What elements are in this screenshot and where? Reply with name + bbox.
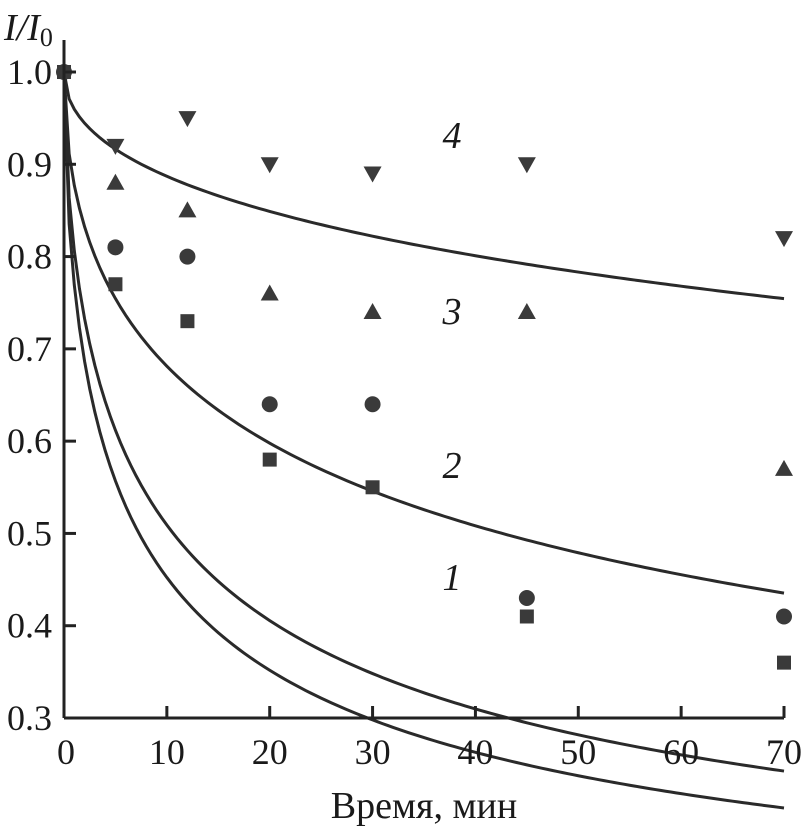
marker-triangle-up	[106, 173, 125, 190]
marker-triangle-up	[178, 201, 197, 218]
x-tick-label: 20	[252, 732, 288, 772]
x-tick-label: 50	[560, 732, 596, 772]
y-axis-label: I/I0	[3, 7, 53, 52]
y-tick-label: 0.9	[7, 144, 52, 184]
fit-curve-1	[62, 71, 785, 810]
x-axis-label: Время, мин	[331, 785, 517, 827]
marker-square	[777, 655, 791, 670]
marker-square	[262, 452, 277, 467]
marker-square	[365, 480, 380, 495]
y-tick-label: 1.0	[7, 52, 52, 92]
marker-square	[108, 277, 123, 292]
y-tick-label: 0.3	[7, 698, 52, 738]
marker-circle	[776, 608, 792, 625]
y-tick-label: 0.4	[7, 606, 52, 646]
y-tick-label: 0.8	[7, 237, 52, 277]
y-axis-label-main: I/I	[3, 7, 42, 49]
x-tick-label: 40	[457, 732, 493, 772]
fit-curves	[62, 71, 785, 810]
x-tick-label: 60	[663, 732, 699, 772]
curve-label-2: 2	[443, 445, 462, 487]
x-tick-label: 0	[57, 732, 75, 772]
y-tick-label: 0.5	[7, 513, 52, 553]
marker-triangle-down	[178, 111, 197, 128]
marker-circle	[107, 239, 124, 256]
x-tick-label: 30	[355, 732, 391, 772]
axis-ticks: 0 10 20 30 40 50 60 70 0.3 0.4 0.5 0.6 0.7 0.8 0.9 1.0	[7, 52, 802, 772]
curve-label-1: 1	[443, 557, 462, 599]
data-markers	[56, 64, 793, 670]
curve-label-3: 3	[442, 291, 462, 333]
marker-triangle-up	[363, 302, 382, 319]
marker-circle	[261, 396, 278, 413]
marker-triangle-up	[517, 302, 536, 319]
marker-circle	[364, 396, 381, 413]
marker-triangle-down	[260, 157, 279, 174]
fit-curve-3	[62, 71, 785, 595]
marker-triangle-down	[363, 166, 382, 183]
y-tick-label: 0.6	[7, 421, 52, 461]
marker-triangle-down	[775, 231, 793, 248]
marker-circle	[518, 590, 535, 607]
marker-circle	[179, 248, 196, 265]
x-tick-label: 10	[149, 732, 185, 772]
y-tick-label: 0.7	[7, 329, 52, 369]
marker-triangle-up	[775, 459, 793, 476]
fit-curve-4	[62, 71, 785, 301]
y-axis-label-subscript: 0	[40, 23, 53, 52]
fit-curve-2	[62, 71, 785, 773]
curve-label-4: 4	[443, 115, 462, 157]
marker-triangle-down	[517, 157, 536, 174]
marker-triangle-up	[260, 284, 279, 301]
marker-square	[180, 314, 195, 329]
marker-square	[519, 609, 534, 624]
marker-triangle-down	[106, 138, 125, 155]
x-tick-label: 70	[766, 732, 802, 772]
